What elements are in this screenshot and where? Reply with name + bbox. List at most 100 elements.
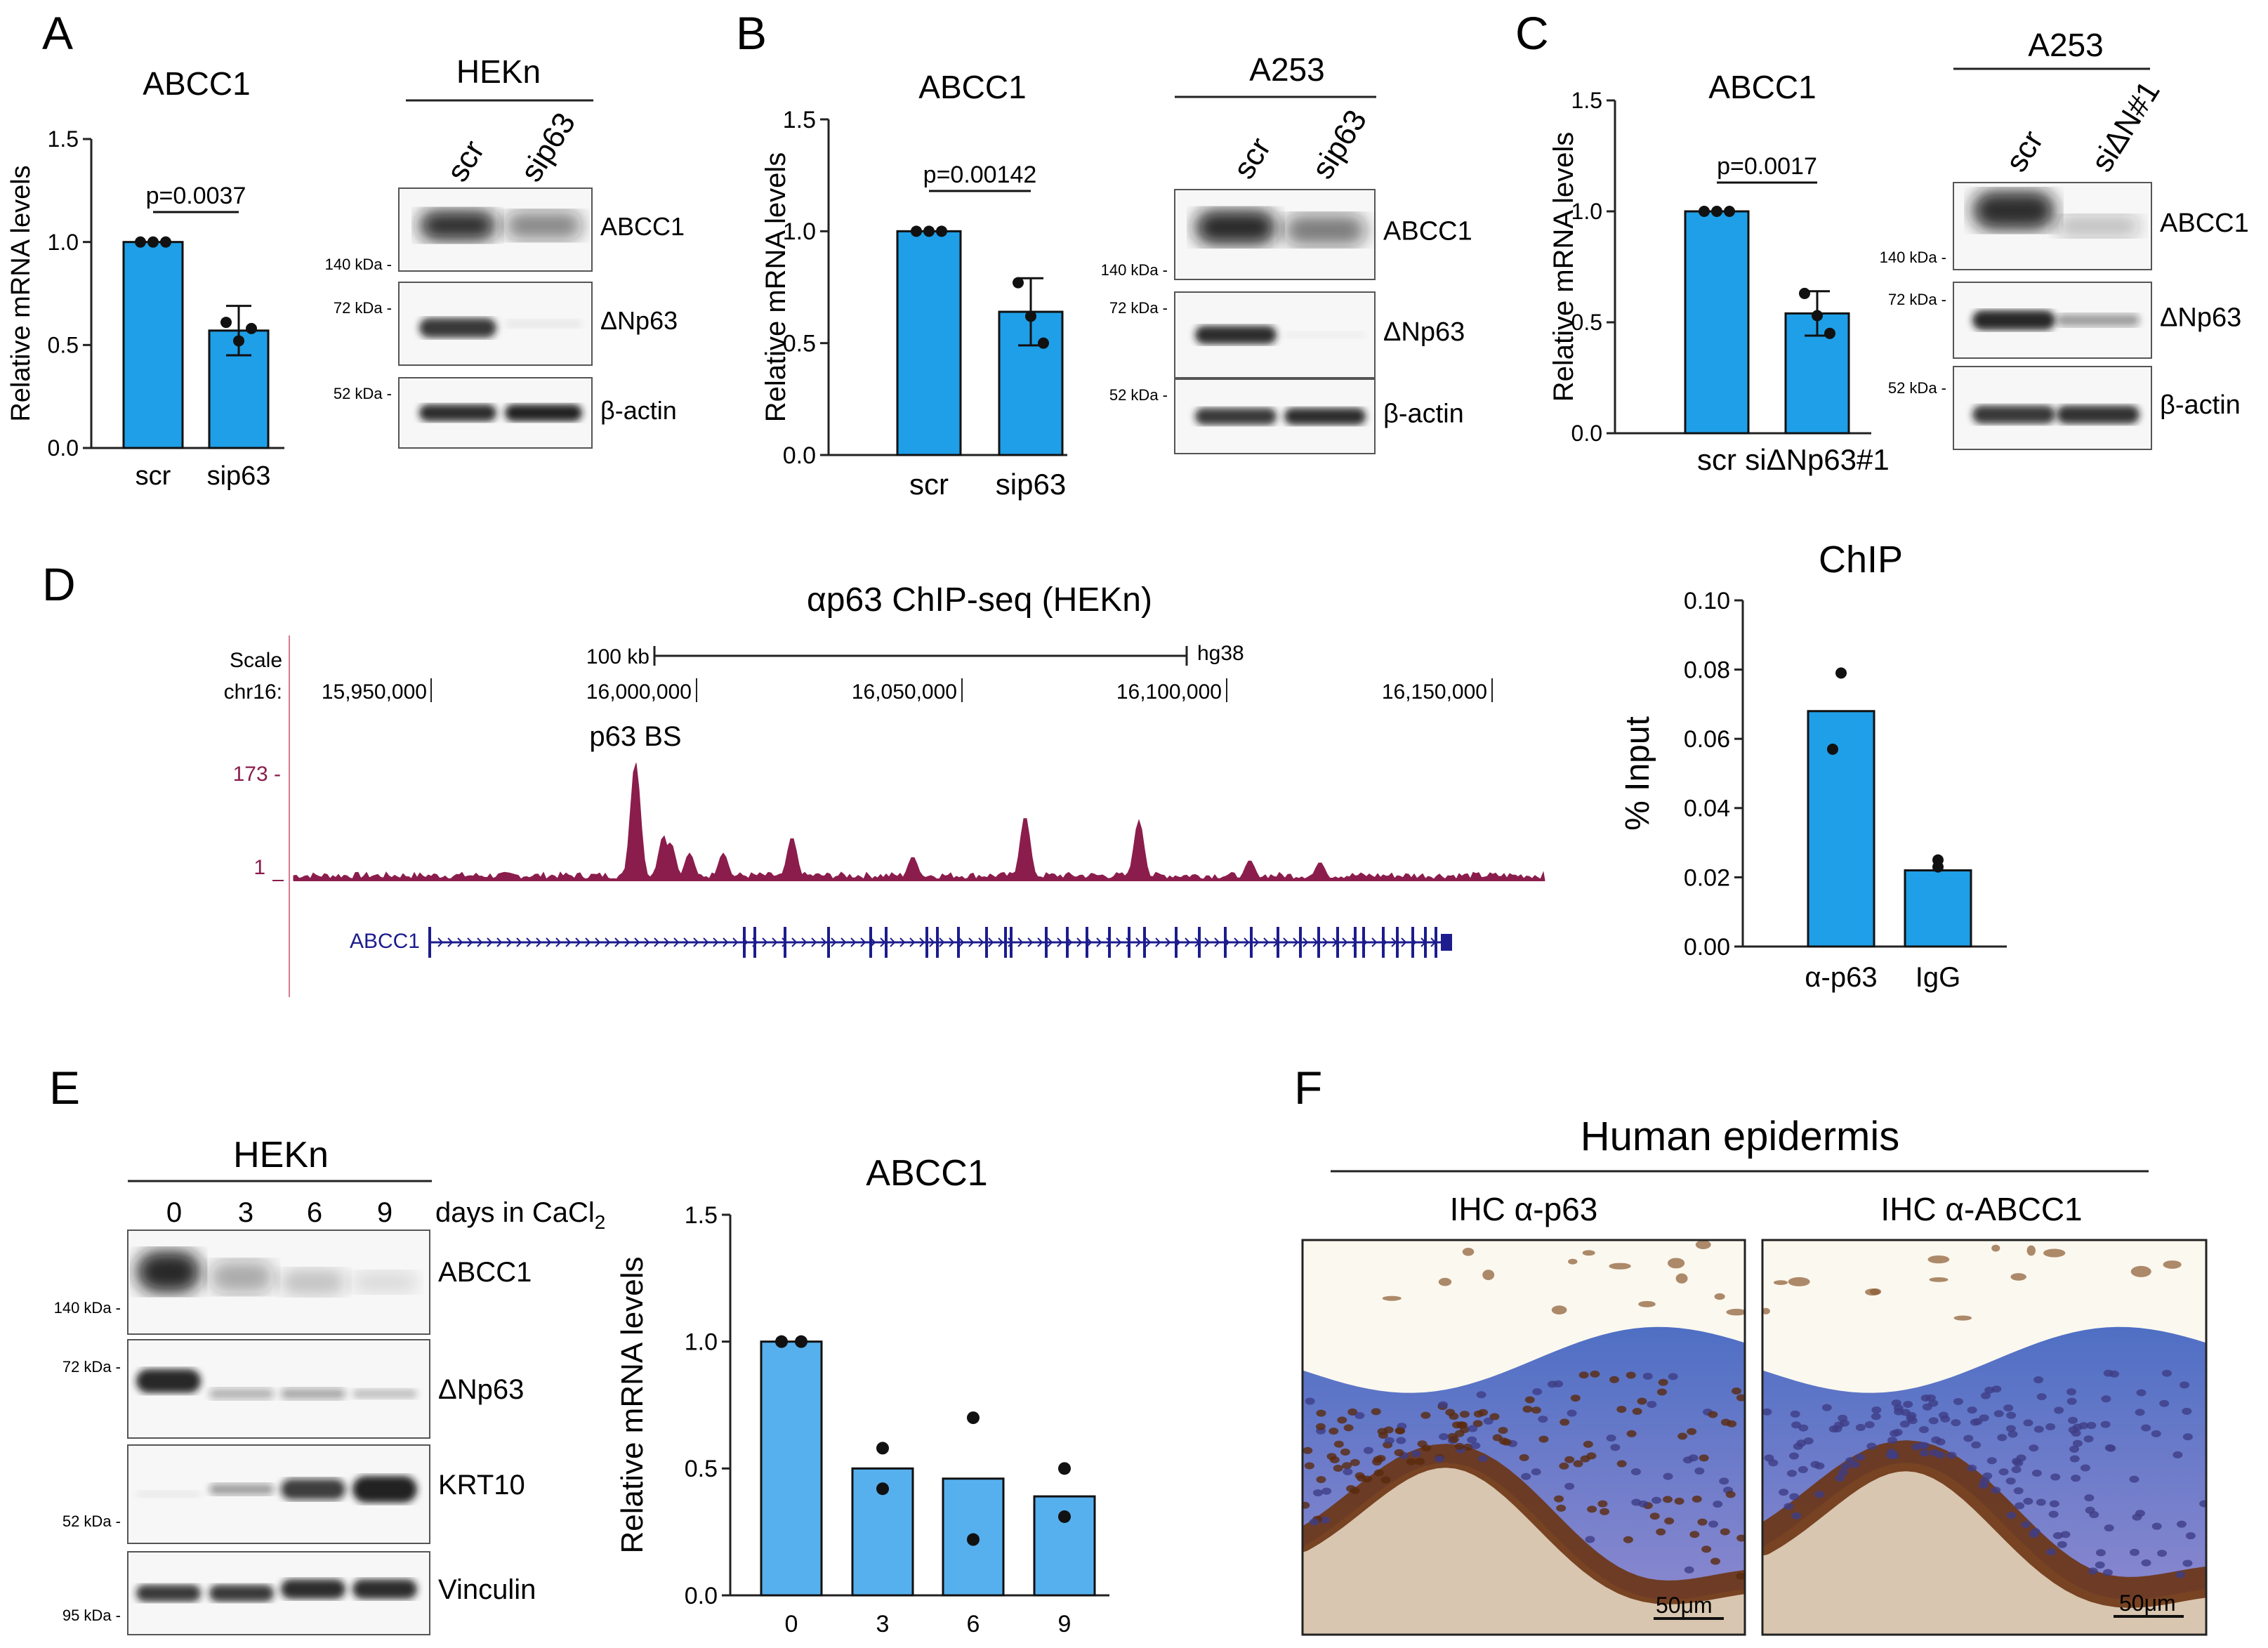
ihc-nucleus	[1316, 1476, 1326, 1484]
y-tick-label: 1.0	[685, 1329, 718, 1356]
exon	[428, 927, 431, 958]
ihc-nucleus	[1476, 1391, 1486, 1399]
strand-arrow	[1244, 937, 1250, 947]
ihc-nucleus	[1394, 1449, 1404, 1456]
ihc-nucleus	[2101, 1395, 2111, 1403]
ihc-nucleus	[1787, 1470, 1798, 1477]
mw-marker: 72 kDa -	[334, 299, 392, 317]
panel-letter-b: B	[736, 7, 767, 59]
data-point	[967, 1533, 980, 1546]
ihc-nucleus	[1668, 1373, 1678, 1380]
ihc-nucleus	[2013, 1459, 2024, 1467]
strand-arrow	[909, 937, 916, 947]
ihc-nucleus	[2066, 1397, 2077, 1405]
ihc-nucleus	[1790, 1410, 1800, 1418]
blot-c: ABCC1 ΔNp63 β-actin 140 kDa - 72 kDa - 52 kDa…	[1880, 182, 2249, 450]
ihc-nucleus	[2159, 1399, 2170, 1407]
ihc-epidermis	[1303, 1326, 1745, 1600]
ihc-nucleus	[1333, 1440, 1344, 1448]
coord-4: 16,100,000	[1116, 680, 1222, 704]
ihc-nucleus	[1377, 1428, 1387, 1435]
strand-arrow	[772, 937, 778, 947]
strand-arrow	[713, 937, 719, 947]
ihc-nucleus	[1463, 1443, 1473, 1451]
ihc-nucleus	[2182, 1560, 2193, 1567]
exon	[1424, 927, 1427, 958]
data-point	[233, 335, 244, 347]
strand-arrow	[978, 937, 984, 947]
blot-title-b: A253	[1249, 51, 1324, 88]
ihc-nucleus	[1340, 1448, 1350, 1456]
scale-label: Scale	[230, 649, 282, 672]
strand-arrow	[585, 937, 591, 947]
exon	[1299, 927, 1302, 958]
blot-title-a: HEKn	[456, 53, 541, 90]
y-tick-label: 0.10	[1684, 588, 1730, 614]
ihc-nucleus	[1554, 1495, 1564, 1503]
strand-arrow	[1017, 937, 1024, 947]
strand-arrow	[1263, 937, 1270, 947]
ihc-nucleus	[1845, 1457, 1856, 1465]
ihc-nucleus	[1445, 1409, 1456, 1416]
strand-arrow	[1027, 937, 1034, 947]
strand-arrow	[565, 937, 572, 947]
ihc-nucleus	[2135, 1409, 2145, 1416]
band	[352, 1579, 417, 1600]
exon	[1143, 927, 1146, 958]
ihc-nucleus	[1656, 1528, 1666, 1536]
strand-arrow	[595, 937, 601, 947]
chip-seq-signal-track	[293, 763, 1545, 881]
ihc-nucleus	[1342, 1462, 1352, 1470]
ihc-debris	[1667, 1258, 1685, 1269]
ihc-nucleus	[2173, 1451, 2183, 1458]
data-point	[1932, 861, 1944, 873]
ihc-nucleus	[1814, 1491, 1825, 1498]
strand-arrow	[762, 937, 768, 947]
strand-arrow	[496, 937, 503, 947]
y-tick-label: 0.0	[685, 1583, 718, 1609]
ihc-nucleus	[1656, 1388, 1667, 1396]
exon	[827, 927, 830, 958]
band	[1195, 326, 1277, 344]
ihc-nucleus	[1720, 1418, 1731, 1426]
data-point	[1025, 310, 1036, 322]
mw-marker: 140 kDa -	[1880, 249, 1946, 266]
ihc-nucleus	[1329, 1428, 1339, 1435]
data-point	[1827, 743, 1838, 755]
ihc-nucleus	[2141, 1424, 2151, 1432]
ihc-nucleus	[1632, 1408, 1642, 1416]
y-tick-label: 0.5	[1571, 310, 1602, 335]
ihc-nucleus	[2095, 1561, 2105, 1569]
exon	[1396, 927, 1399, 958]
ihc-nucleus	[1647, 1401, 1657, 1409]
ihc-debris	[1382, 1296, 1402, 1301]
y-tick-label: 0.5	[685, 1456, 718, 1482]
exon	[1435, 927, 1437, 958]
ihc-nucleus	[1363, 1446, 1373, 1454]
exon	[869, 927, 872, 958]
strand-arrow	[1057, 937, 1063, 947]
ihc-nucleus	[2161, 1369, 2172, 1377]
strand-arrow	[1322, 937, 1329, 947]
blot-b: ABCC1 ΔNp63 β-actin 140 kDa - 72 kDa - 52 kDa…	[1101, 189, 1472, 454]
strand-arrow	[447, 937, 454, 947]
ihc-nucleus	[1892, 1428, 1903, 1436]
y-tick-label: 1.0	[783, 218, 816, 245]
exon	[1362, 927, 1365, 958]
ihc-nucleus	[1467, 1436, 1477, 1444]
ihc-debris	[1726, 1308, 1745, 1316]
ihc-nucleus	[1637, 1397, 1647, 1405]
ihc-nucleus	[1583, 1440, 1593, 1448]
ihc-nucleus	[1664, 1517, 1675, 1525]
exon	[784, 927, 786, 958]
ihc-nucleus	[1319, 1516, 1330, 1524]
ihc-nucleus	[1736, 1534, 1745, 1542]
strand-arrow	[1135, 937, 1142, 947]
data-point	[923, 225, 935, 237]
ihc-debris	[1869, 1288, 1882, 1296]
ihc-nucleus	[1451, 1421, 1462, 1429]
ihc-nucleus	[1587, 1505, 1597, 1513]
ihc-nucleus	[1459, 1411, 1470, 1418]
panel-letter-e: E	[49, 1062, 80, 1114]
ihc-nucleus	[1477, 1455, 1488, 1463]
